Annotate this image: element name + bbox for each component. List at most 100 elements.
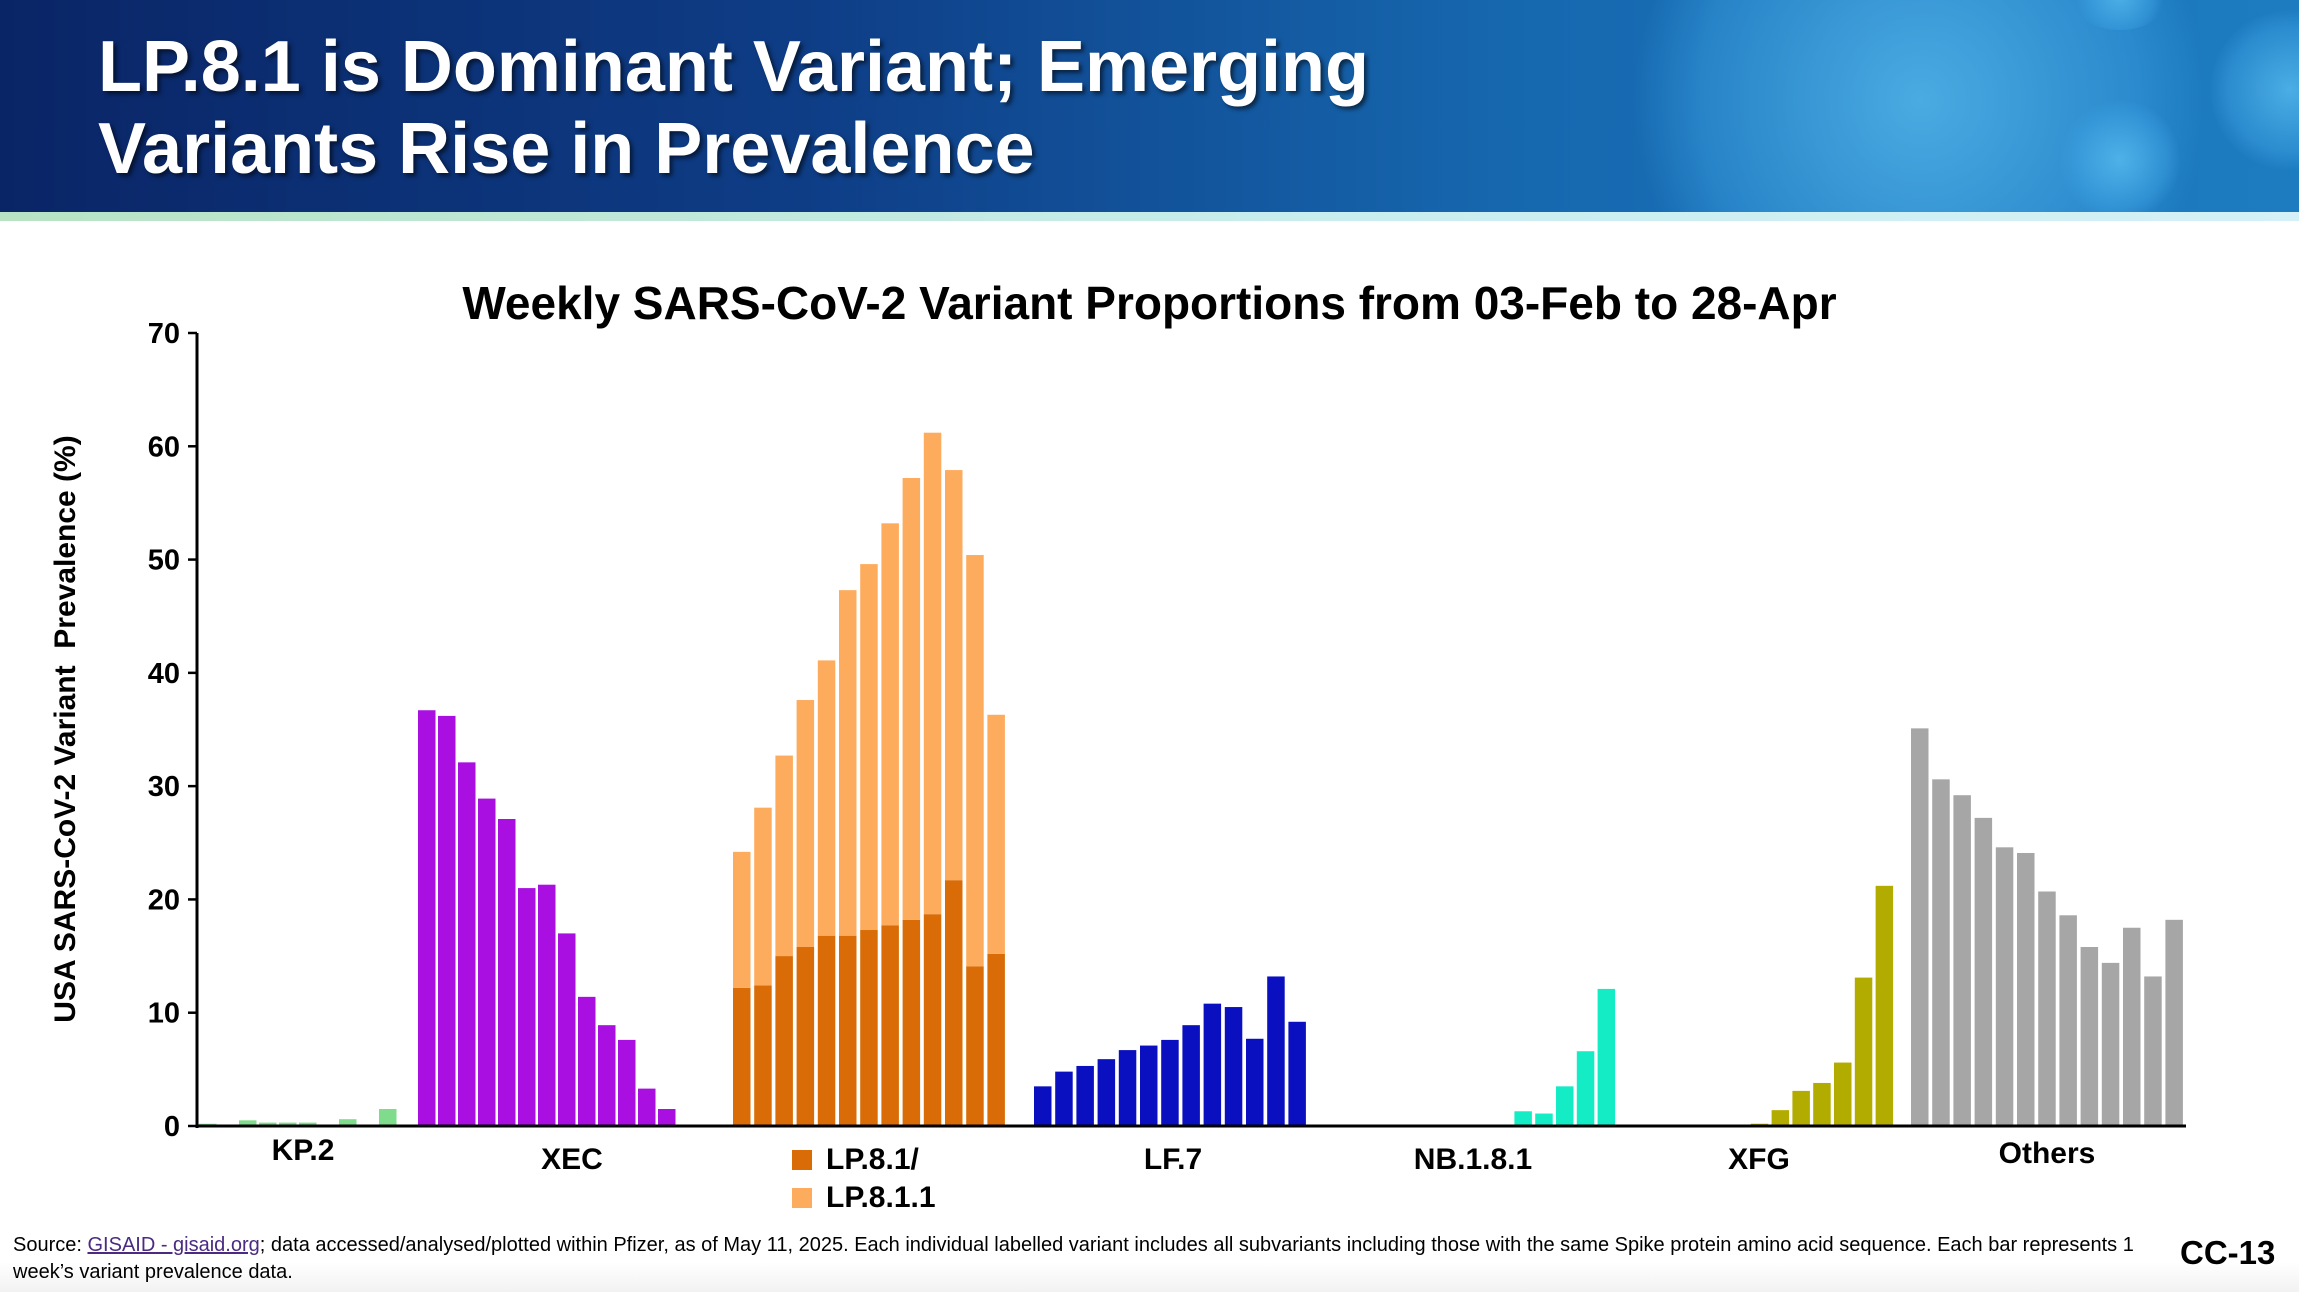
y-tick-label: 40 bbox=[148, 658, 180, 690]
legend-label: LP.8.1.1 bbox=[826, 1181, 936, 1214]
bar-lp81 bbox=[733, 987, 751, 1126]
gisaid-link[interactable]: GISAID - gisaid.org bbox=[87, 1234, 260, 1256]
bar-others bbox=[2080, 947, 2099, 1126]
bar-others bbox=[2101, 962, 2120, 1126]
header-divider bbox=[0, 212, 2299, 221]
title-line-1: LP.8.1 is Dominant Variant; Emerging bbox=[98, 27, 1370, 107]
bar-lp81 bbox=[923, 914, 942, 1126]
category-label-others: Others bbox=[1998, 1137, 2096, 1170]
bar-lp81 bbox=[860, 930, 878, 1126]
bar-xec bbox=[418, 710, 436, 1126]
bar-lp81 bbox=[881, 925, 899, 1126]
bar-xec bbox=[498, 818, 516, 1126]
source-text: ; data accessed/analysed/plotted within … bbox=[13, 1234, 2134, 1283]
title-line-2: Variants Rise in Prevalence bbox=[98, 109, 1035, 189]
bar-xec bbox=[618, 1039, 636, 1126]
bar-kp2 bbox=[259, 1122, 277, 1126]
bar-xec bbox=[458, 762, 476, 1126]
bar-lp811 bbox=[796, 700, 815, 948]
bar-others bbox=[1911, 728, 1929, 1126]
legend-swatch bbox=[792, 1188, 812, 1208]
bar-others bbox=[1932, 779, 1950, 1126]
y-tick-label: 30 bbox=[148, 771, 180, 803]
bar-lf7 bbox=[1224, 1007, 1243, 1126]
bar-others bbox=[1974, 817, 1993, 1126]
bar-lp81 bbox=[966, 966, 984, 1126]
bar-lf7 bbox=[1182, 1025, 1200, 1126]
bar-lp81 bbox=[987, 953, 1005, 1126]
chart-title: Weekly SARS-CoV-2 Variant Proportions fr… bbox=[462, 277, 1837, 329]
bar-kp2 bbox=[239, 1120, 257, 1126]
bar-xfg bbox=[1771, 1110, 1790, 1126]
bar-lp81 bbox=[796, 947, 815, 1126]
bar-xec bbox=[438, 715, 456, 1126]
bar-nb181 bbox=[1576, 1051, 1595, 1126]
bar-xec bbox=[658, 1109, 676, 1126]
bar-nb181 bbox=[1535, 1113, 1553, 1126]
bar-lp81 bbox=[775, 956, 793, 1126]
y-tick-label: 10 bbox=[148, 998, 180, 1030]
bar-lp81 bbox=[754, 985, 772, 1126]
bar-lp811 bbox=[817, 660, 836, 936]
bar-others bbox=[2144, 976, 2162, 1126]
bar-xec bbox=[638, 1088, 656, 1126]
bar-kp2 bbox=[279, 1122, 297, 1126]
bar-others bbox=[2017, 852, 2035, 1126]
bar-lp81 bbox=[817, 935, 836, 1126]
category-label-lf7: LF.7 bbox=[1143, 1143, 1203, 1176]
bar-xec bbox=[538, 884, 556, 1126]
bar-kp2 bbox=[339, 1119, 357, 1126]
slide-title: LP.8.1 is Dominant Variant; Emerging Vari… bbox=[98, 26, 1369, 190]
legend-label: LP.8.1/ bbox=[826, 1143, 919, 1176]
bar-xec bbox=[478, 798, 496, 1126]
bar-xfg bbox=[1834, 1062, 1852, 1126]
bar-others bbox=[1953, 795, 1971, 1126]
bar-xec bbox=[578, 996, 596, 1126]
bar-lf7 bbox=[1203, 1003, 1222, 1126]
bar-xec bbox=[518, 888, 536, 1126]
bar-lp811 bbox=[902, 478, 921, 920]
bar-lp811 bbox=[966, 555, 984, 967]
bar-lf7 bbox=[1288, 1021, 1306, 1126]
bar-lp811 bbox=[923, 432, 942, 915]
virus-image bbox=[2060, 100, 2180, 212]
y-tick-label: 0 bbox=[164, 1111, 180, 1143]
bar-others bbox=[2165, 919, 2183, 1126]
y-tick-label: 60 bbox=[148, 431, 180, 463]
bar-others bbox=[2038, 891, 2056, 1126]
bar-lf7 bbox=[1161, 1039, 1179, 1126]
bar-lp811 bbox=[733, 851, 751, 988]
bar-lp811 bbox=[775, 755, 793, 957]
bar-xec bbox=[558, 933, 576, 1126]
category-label-xec: XEC bbox=[541, 1143, 603, 1176]
bar-lf7 bbox=[1076, 1065, 1094, 1126]
bar-lp81 bbox=[945, 880, 963, 1126]
y-tick-label: 70 bbox=[148, 318, 180, 350]
category-label-kp2: KP.2 bbox=[271, 1134, 335, 1167]
bar-others bbox=[1995, 847, 2014, 1126]
bar-lp811 bbox=[881, 523, 899, 926]
bar-xfg bbox=[1875, 885, 1894, 1126]
category-label-nb181: NB.1.8.1 bbox=[1413, 1143, 1533, 1176]
category-label-xfg: XFG bbox=[1728, 1143, 1790, 1176]
bar-others bbox=[2123, 927, 2141, 1126]
bar-lf7 bbox=[1118, 1050, 1137, 1126]
slide-number: CC-13 bbox=[2180, 1234, 2276, 1271]
bar-nb181 bbox=[1556, 1086, 1574, 1126]
bar-lf7 bbox=[1246, 1038, 1264, 1126]
bar-lp811 bbox=[945, 470, 963, 881]
source-footnote: Source: GISAID - gisaid.org; data access… bbox=[13, 1232, 2143, 1286]
bar-lf7 bbox=[1097, 1059, 1116, 1126]
bar-xfg bbox=[1854, 977, 1873, 1126]
bar-lp811 bbox=[839, 590, 857, 936]
source-prefix: Source: bbox=[13, 1234, 88, 1256]
bar-xfg bbox=[1813, 1082, 1831, 1126]
bar-lp811 bbox=[754, 807, 772, 986]
bar-lf7 bbox=[1140, 1045, 1158, 1126]
bar-lp811 bbox=[987, 714, 1005, 954]
bar-xfg bbox=[1792, 1090, 1810, 1126]
legend-item-lp811: LP.8.1.1 bbox=[792, 1181, 936, 1215]
bar-kp2 bbox=[299, 1122, 317, 1126]
legend-swatch bbox=[792, 1150, 812, 1170]
